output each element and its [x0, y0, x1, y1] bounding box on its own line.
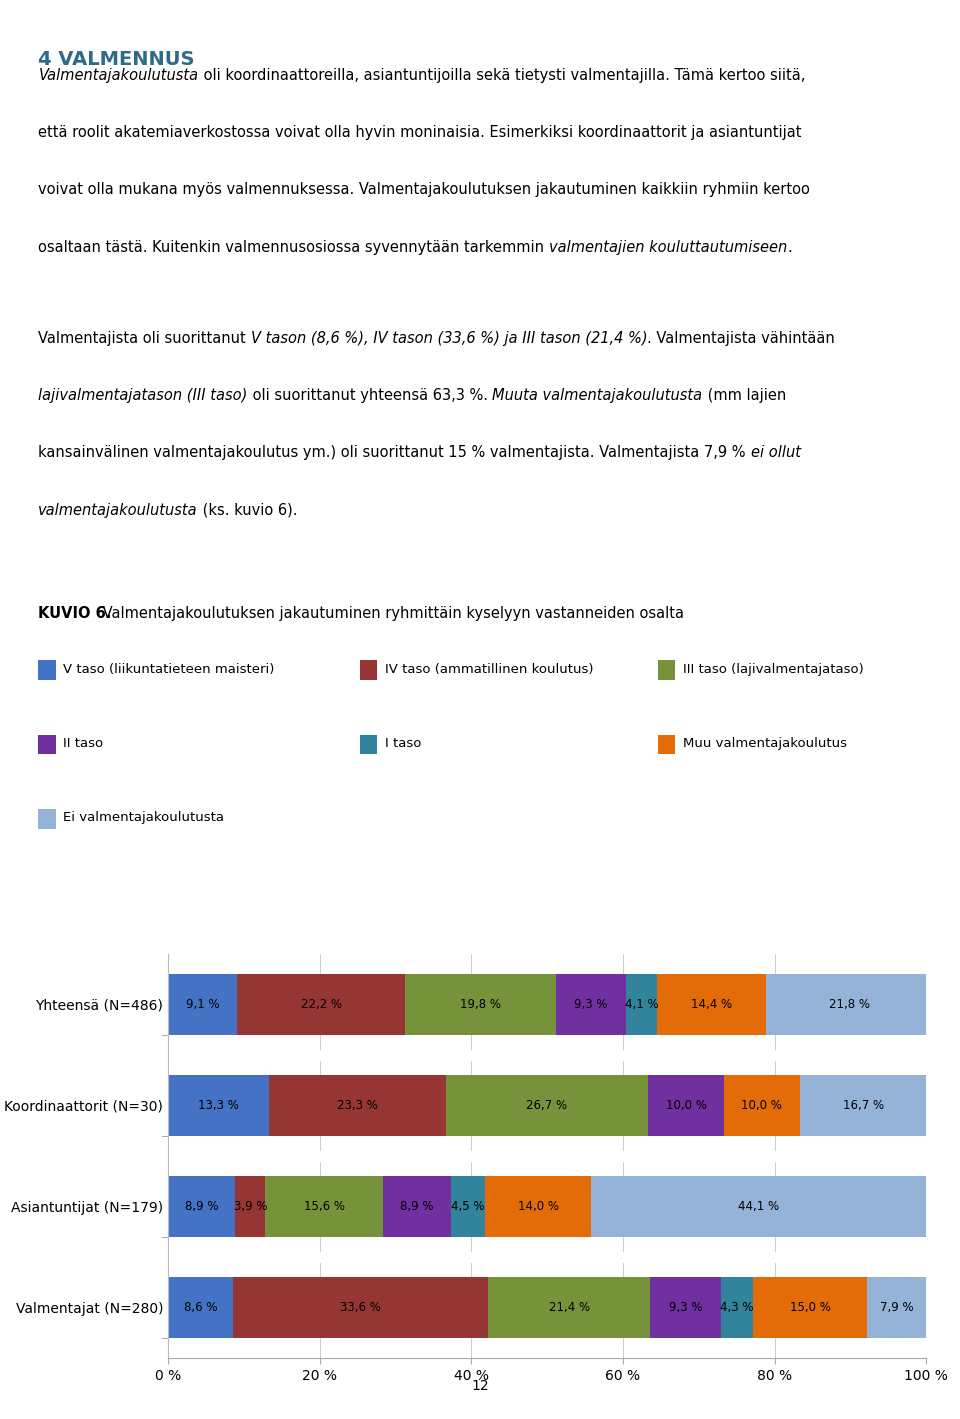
Text: 44,1 %: 44,1 % — [738, 1200, 779, 1213]
Text: 33,6 %: 33,6 % — [340, 1301, 381, 1314]
Text: 4,5 %: 4,5 % — [451, 1200, 485, 1213]
Text: 19,8 %: 19,8 % — [460, 998, 501, 1010]
Text: 4 VALMENNUS: 4 VALMENNUS — [38, 50, 195, 68]
Text: valmentajien kouluttautumiseen: valmentajien kouluttautumiseen — [549, 240, 787, 254]
Text: V tason (8,6 %), IV tason (33,6 %) ja III tason (21,4 %): V tason (8,6 %), IV tason (33,6 %) ja II… — [251, 331, 647, 346]
Text: 15,0 %: 15,0 % — [790, 1301, 830, 1314]
Bar — [867, 1277, 927, 1338]
Bar — [233, 1277, 488, 1338]
Bar — [383, 1176, 451, 1237]
Text: I taso: I taso — [385, 736, 421, 751]
Text: 26,7 %: 26,7 % — [526, 1098, 567, 1112]
Bar — [766, 973, 932, 1034]
Text: 9,3 %: 9,3 % — [574, 998, 608, 1010]
Bar — [451, 1176, 485, 1237]
Bar — [168, 1076, 269, 1135]
Text: voivat olla mukana myös valmennuksessa. Valmentajakoulutuksen jakautuminen kaikk: voivat olla mukana myös valmennuksessa. … — [38, 183, 810, 197]
Text: osaltaan tästä. Kuitenkin valmennusosiossa syvennytään tarkemmin: osaltaan tästä. Kuitenkin valmennusosios… — [38, 240, 549, 254]
Text: 4,3 %: 4,3 % — [720, 1301, 754, 1314]
Text: 21,4 %: 21,4 % — [548, 1301, 589, 1314]
Bar — [235, 1176, 265, 1237]
Text: 8,9 %: 8,9 % — [185, 1200, 219, 1213]
Text: 9,3 %: 9,3 % — [669, 1301, 703, 1314]
Text: 23,3 %: 23,3 % — [337, 1098, 377, 1112]
Bar — [658, 973, 766, 1034]
Text: 14,4 %: 14,4 % — [691, 998, 732, 1010]
Text: kansainvälinen valmentajakoulutus ym.) oli suorittanut 15 % valmentajista. Valme: kansainvälinen valmentajakoulutus ym.) o… — [38, 446, 751, 460]
Text: lajivalmentajatason (III taso): lajivalmentajatason (III taso) — [38, 389, 248, 403]
Text: Ei valmentajakoulutusta: Ei valmentajakoulutusta — [63, 812, 225, 824]
Text: 9,1 %: 9,1 % — [185, 998, 219, 1010]
Bar — [591, 1176, 925, 1237]
Text: 16,7 %: 16,7 % — [843, 1098, 883, 1112]
Text: 22,2 %: 22,2 % — [300, 998, 342, 1010]
Bar — [405, 973, 556, 1034]
Text: Valmentajista oli suorittanut: Valmentajista oli suorittanut — [38, 331, 251, 346]
Bar — [800, 1076, 926, 1135]
Bar — [237, 973, 405, 1034]
Bar — [488, 1277, 650, 1338]
Text: 14,0 %: 14,0 % — [517, 1200, 559, 1213]
Text: 3,9 %: 3,9 % — [233, 1200, 267, 1213]
Bar — [650, 1277, 721, 1338]
Bar — [721, 1277, 754, 1338]
Text: 21,8 %: 21,8 % — [828, 998, 870, 1010]
Text: (mm lajien: (mm lajien — [703, 389, 786, 403]
Bar — [269, 1076, 445, 1135]
Bar — [724, 1076, 800, 1135]
Text: 10,0 %: 10,0 % — [741, 1098, 782, 1112]
Bar — [265, 1176, 383, 1237]
Text: (ks. kuvio 6).: (ks. kuvio 6). — [198, 502, 298, 518]
Text: ei ollut: ei ollut — [751, 446, 801, 460]
Text: 15,6 %: 15,6 % — [303, 1200, 345, 1213]
Bar — [648, 1076, 724, 1135]
Text: Muu valmentajakoulutus: Muu valmentajakoulutus — [683, 736, 847, 751]
Text: IV taso (ammatillinen koulutus): IV taso (ammatillinen koulutus) — [385, 663, 593, 675]
Text: valmentajakoulutusta: valmentajakoulutusta — [38, 502, 198, 518]
Text: 10,0 %: 10,0 % — [665, 1098, 707, 1112]
Bar — [168, 1176, 235, 1237]
Text: V taso (liikuntatieteen maisteri): V taso (liikuntatieteen maisteri) — [63, 663, 275, 675]
Text: Muuta valmentajakoulutusta: Muuta valmentajakoulutusta — [492, 389, 703, 403]
Bar — [168, 1277, 233, 1338]
Text: oli koordinaattoreilla, asiantuntijoilla sekä tietysti valmentajilla. Tämä kerto: oli koordinaattoreilla, asiantuntijoilla… — [199, 68, 804, 82]
Text: 8,6 %: 8,6 % — [184, 1301, 217, 1314]
Text: II taso: II taso — [63, 736, 104, 751]
Text: III taso (lajivalmentajataso): III taso (lajivalmentajataso) — [683, 663, 863, 675]
Text: .: . — [787, 240, 792, 254]
Text: 7,9 %: 7,9 % — [880, 1301, 914, 1314]
Bar — [754, 1277, 867, 1338]
Text: Valmentajakoulutuksen jakautuminen ryhmittäin kyselyyn vastanneiden osalta: Valmentajakoulutuksen jakautuminen ryhmi… — [98, 606, 684, 620]
Bar — [168, 973, 237, 1034]
Bar — [626, 973, 658, 1034]
Bar — [556, 973, 626, 1034]
Text: 12: 12 — [471, 1379, 489, 1393]
Text: että roolit akatemiaverkostossa voivat olla hyvin moninaisia. Esimerkiksi koordi: että roolit akatemiaverkostossa voivat o… — [38, 125, 802, 140]
Text: . Valmentajista vähintään: . Valmentajista vähintään — [647, 331, 835, 346]
Bar — [485, 1176, 591, 1237]
Text: oli suorittanut yhteensä 63,3 %.: oli suorittanut yhteensä 63,3 %. — [248, 389, 492, 403]
Text: 13,3 %: 13,3 % — [198, 1098, 239, 1112]
Bar — [445, 1076, 648, 1135]
Text: KUVIO 6.: KUVIO 6. — [38, 606, 111, 620]
Text: 4,1 %: 4,1 % — [625, 998, 659, 1010]
Text: 8,9 %: 8,9 % — [400, 1200, 434, 1213]
Text: Valmentajakoulutusta: Valmentajakoulutusta — [38, 68, 199, 82]
